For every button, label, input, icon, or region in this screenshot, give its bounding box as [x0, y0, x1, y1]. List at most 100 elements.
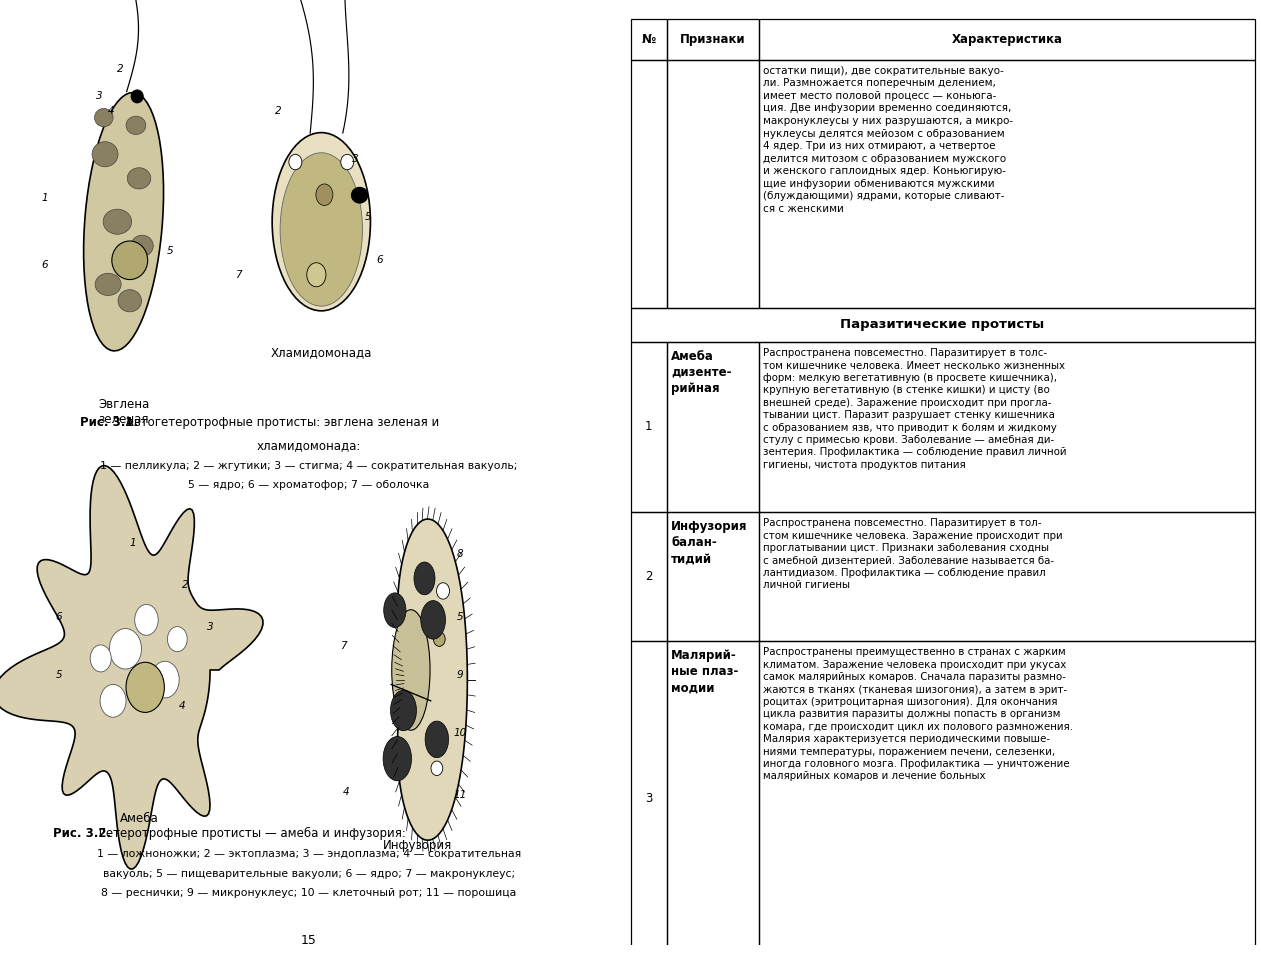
- Ellipse shape: [126, 662, 164, 712]
- Text: Распространены преимущественно в странах с жарким
климатом. Заражение человека п: Распространены преимущественно в странах…: [763, 648, 1073, 782]
- Ellipse shape: [103, 209, 131, 234]
- Text: Рис. 3.2.: Рис. 3.2.: [53, 827, 111, 840]
- Ellipse shape: [391, 690, 416, 731]
- Ellipse shape: [131, 91, 142, 102]
- Text: хламидомонада:: хламидомонада:: [257, 439, 361, 451]
- Text: 1 — пелликула; 2 — жгутики; 3 — стигма; 4 — сократительная вакуоль;: 1 — пелликула; 2 — жгутики; 3 — стигма; …: [101, 461, 517, 470]
- Polygon shape: [397, 519, 468, 841]
- Ellipse shape: [135, 604, 158, 635]
- Ellipse shape: [92, 142, 119, 167]
- Text: Эвглена
зеленая: Эвглена зеленая: [98, 398, 149, 426]
- Text: Гетеротрофные протисты — амеба и инфузория:: Гетеротрофные протисты — амеба и инфузор…: [95, 827, 406, 841]
- Ellipse shape: [151, 661, 179, 698]
- Ellipse shape: [414, 562, 435, 595]
- Text: 3: 3: [644, 792, 652, 805]
- Text: 6: 6: [42, 260, 48, 270]
- Text: Инфузория: Инфузория: [382, 839, 451, 851]
- Ellipse shape: [436, 582, 449, 600]
- Text: вакуоль; 5 — пищеварительные вакуоли; 6 — ядро; 7 — макронуклеус;: вакуоль; 5 — пищеварительные вакуоли; 6 …: [103, 869, 514, 878]
- Text: 1 — ложноножки; 2 — эктоплазма; 3 — эндоплазма; 4 — сократительная: 1 — ложноножки; 2 — эктоплазма; 3 — эндо…: [97, 849, 521, 859]
- Bar: [630, 641, 667, 957]
- Bar: [630, 512, 667, 641]
- Text: Признаки: Признаки: [680, 33, 745, 46]
- Text: 1: 1: [42, 193, 48, 202]
- Text: 3: 3: [207, 622, 213, 631]
- Bar: [759, 60, 1255, 308]
- Text: 2: 2: [182, 580, 189, 590]
- Ellipse shape: [434, 632, 445, 647]
- Text: 6: 6: [55, 612, 62, 622]
- Bar: [759, 19, 1255, 60]
- Ellipse shape: [425, 721, 449, 758]
- Ellipse shape: [306, 263, 325, 286]
- Bar: [667, 60, 759, 308]
- Text: Паразитические протисты: Паразитические протисты: [841, 318, 1044, 332]
- Text: Автогетеротрофные протисты: эвглена зеленая и: Автогетеротрофные протисты: эвглена зеле…: [122, 416, 440, 429]
- Text: 3: 3: [352, 154, 358, 164]
- Text: Амеба
дизенте-
рийная: Амеба дизенте- рийная: [671, 350, 731, 395]
- Text: 2: 2: [275, 106, 281, 116]
- Text: Распространена повсеместно. Паразитирует в тол-
стом кишечнике человека. Заражен: Распространена повсеместно. Паразитирует…: [763, 519, 1063, 590]
- Text: 11: 11: [454, 790, 467, 800]
- Ellipse shape: [280, 152, 362, 307]
- Ellipse shape: [289, 154, 301, 170]
- Ellipse shape: [383, 736, 411, 781]
- Ellipse shape: [100, 684, 126, 717]
- Text: 10: 10: [454, 728, 467, 737]
- Text: 6: 6: [377, 255, 383, 265]
- Ellipse shape: [119, 289, 141, 311]
- Text: 4: 4: [343, 788, 349, 797]
- Ellipse shape: [110, 629, 141, 669]
- Text: Распространена повсеместно. Паразитирует в толс-
том кишечнике человека. Имеет н: Распространена повсеместно. Паразитирует…: [763, 348, 1067, 469]
- Ellipse shape: [126, 117, 146, 135]
- Bar: [759, 341, 1255, 512]
- Bar: [630, 19, 667, 60]
- Ellipse shape: [131, 235, 154, 256]
- Bar: [667, 641, 759, 957]
- Text: 4: 4: [108, 106, 115, 116]
- Text: 15: 15: [301, 934, 317, 947]
- Ellipse shape: [91, 645, 111, 672]
- Text: 2: 2: [117, 65, 124, 74]
- Bar: [667, 341, 759, 512]
- Bar: [630, 60, 667, 308]
- Ellipse shape: [112, 241, 148, 280]
- Text: Инфузория
балан-
тидий: Инфузория балан- тидий: [671, 521, 748, 565]
- Bar: [630, 308, 1255, 341]
- Text: 7: 7: [339, 641, 347, 651]
- Bar: [759, 641, 1255, 957]
- Bar: [759, 512, 1255, 641]
- Ellipse shape: [272, 133, 371, 310]
- Bar: [630, 341, 667, 512]
- Bar: [667, 19, 759, 60]
- Text: остатки пищи), две сократительные вакуо-
ли. Размножается поперечным делением,
и: остатки пищи), две сократительные вакуо-…: [763, 66, 1013, 214]
- Text: 2: 2: [644, 570, 652, 583]
- Text: 3: 3: [96, 92, 102, 101]
- Polygon shape: [0, 466, 264, 869]
- Text: Характеристика: Характеристика: [951, 33, 1062, 46]
- Text: 8 — реснички; 9 — микронуклеус; 10 — клеточный рот; 11 — порошица: 8 — реснички; 9 — микронуклеус; 10 — кле…: [101, 888, 517, 897]
- Ellipse shape: [431, 762, 443, 775]
- Ellipse shape: [340, 154, 354, 170]
- Ellipse shape: [392, 610, 430, 731]
- Ellipse shape: [421, 601, 445, 639]
- Text: 5: 5: [166, 246, 173, 255]
- Ellipse shape: [352, 187, 368, 202]
- Text: 1: 1: [130, 538, 136, 548]
- Text: 5: 5: [456, 612, 464, 622]
- Text: Малярий-
ные плаз-
модии: Малярий- ные плаз- модии: [671, 649, 739, 694]
- Text: 7: 7: [235, 270, 241, 280]
- Text: 4: 4: [179, 701, 185, 710]
- Ellipse shape: [383, 593, 406, 628]
- Text: 5: 5: [364, 212, 371, 222]
- Ellipse shape: [317, 184, 333, 205]
- Text: 1: 1: [644, 420, 652, 433]
- Ellipse shape: [95, 273, 121, 295]
- Ellipse shape: [127, 168, 151, 189]
- Text: 5 — ядро; 6 — хроматофор; 7 — оболочка: 5 — ядро; 6 — хроматофор; 7 — оболочка: [188, 480, 430, 490]
- Text: 5: 5: [55, 670, 62, 680]
- Text: Амеба: Амеба: [120, 812, 159, 824]
- Text: Рис. 3.1.: Рис. 3.1.: [81, 416, 139, 429]
- Text: 9: 9: [456, 670, 464, 680]
- Ellipse shape: [83, 93, 164, 351]
